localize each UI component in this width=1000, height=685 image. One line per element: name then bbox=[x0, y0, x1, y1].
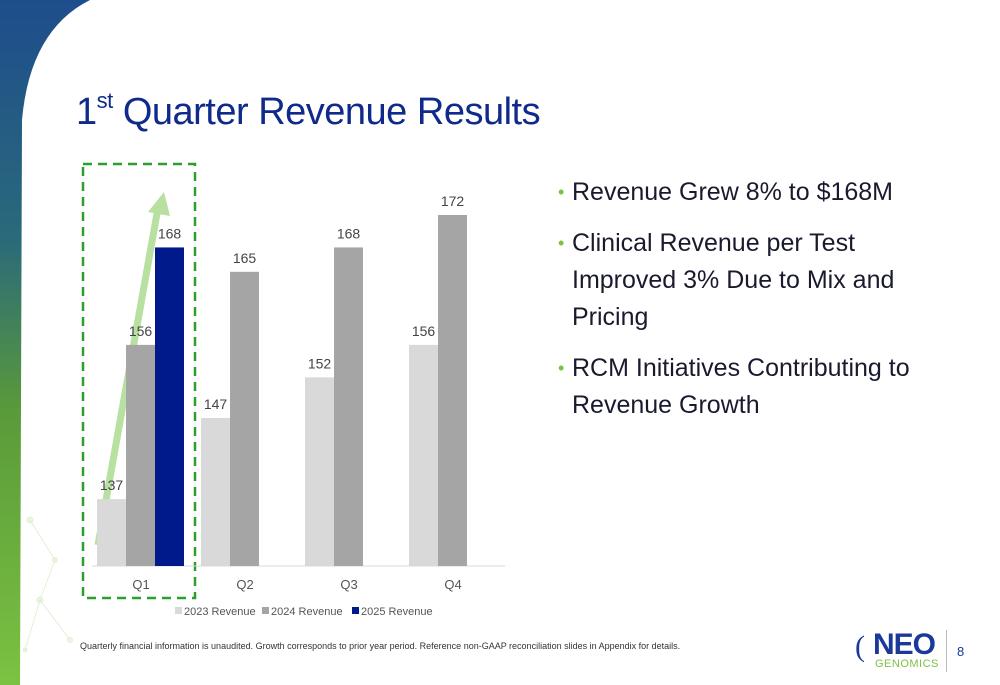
data-label-q3-2023: 152 bbox=[308, 355, 332, 371]
revenue-chart: 137 156 168 Q1 147 165 Q2 152 168 Q3 156 172 Q4 2023… bbox=[81, 162, 505, 618]
bar-q4-2023 bbox=[409, 344, 438, 566]
legend-label-2025: 2025 Revenue bbox=[361, 606, 433, 618]
bar-q1-2025 bbox=[155, 247, 184, 566]
bar-q2-2023 bbox=[201, 417, 230, 566]
data-label-q2-2023: 147 bbox=[204, 396, 228, 412]
data-label-q1-2025: 168 bbox=[158, 225, 182, 241]
category-label-q3: Q3 bbox=[340, 577, 357, 592]
footnote: Quarterly financial information is unaud… bbox=[80, 641, 681, 651]
data-label-q4-2024: 172 bbox=[441, 193, 465, 209]
data-label-q2-2024: 165 bbox=[233, 250, 257, 266]
category-label-q4: Q4 bbox=[444, 577, 461, 592]
logo-neo-text: NEO bbox=[873, 628, 936, 661]
helix-icon: ( bbox=[855, 630, 865, 663]
bar-q1-2023 bbox=[97, 499, 126, 566]
data-label-q3-2024: 168 bbox=[337, 225, 361, 241]
logo-genomics-text: GENOMICS bbox=[875, 658, 939, 670]
bullet-revenue-growth: Revenue Grew 8% to $168M bbox=[558, 174, 958, 211]
data-label-q4-2023: 156 bbox=[412, 323, 436, 339]
bar-q3-2024 bbox=[334, 247, 363, 566]
bar-q4-2024 bbox=[438, 214, 467, 566]
bullet-clinical-revenue: Clinical Revenue per Test Improved 3% Du… bbox=[558, 225, 958, 336]
category-label-q2: Q2 bbox=[236, 577, 253, 592]
legend-swatch-2023 bbox=[175, 607, 182, 614]
category-label-q1: Q1 bbox=[132, 577, 149, 592]
data-label-q1-2024: 156 bbox=[129, 323, 153, 339]
page-number: 8 bbox=[957, 644, 965, 659]
data-label-q1-2023: 137 bbox=[100, 477, 124, 493]
neogenomics-logo: ( NEO GENOMICS bbox=[855, 628, 940, 674]
bullet-rcm-initiatives: RCM Initiatives Contributing to Revenue … bbox=[558, 350, 958, 424]
bar-q3-2023 bbox=[305, 377, 334, 566]
bar-q2-2024 bbox=[230, 271, 259, 566]
logo-divider bbox=[946, 630, 947, 672]
legend-swatch-2024 bbox=[262, 607, 269, 614]
legend-swatch-2025 bbox=[352, 607, 359, 614]
q1-highlight-box bbox=[81, 162, 197, 600]
left-decoration bbox=[0, 0, 90, 685]
key-points-list: Revenue Grew 8% to $168M Clinical Revenu… bbox=[558, 174, 958, 438]
page-title: 1st Quarter Revenue Results bbox=[76, 88, 541, 133]
legend-label-2024: 2024 Revenue bbox=[271, 606, 343, 618]
bar-q1-2024 bbox=[126, 344, 155, 566]
legend-label-2023: 2023 Revenue bbox=[184, 606, 256, 618]
